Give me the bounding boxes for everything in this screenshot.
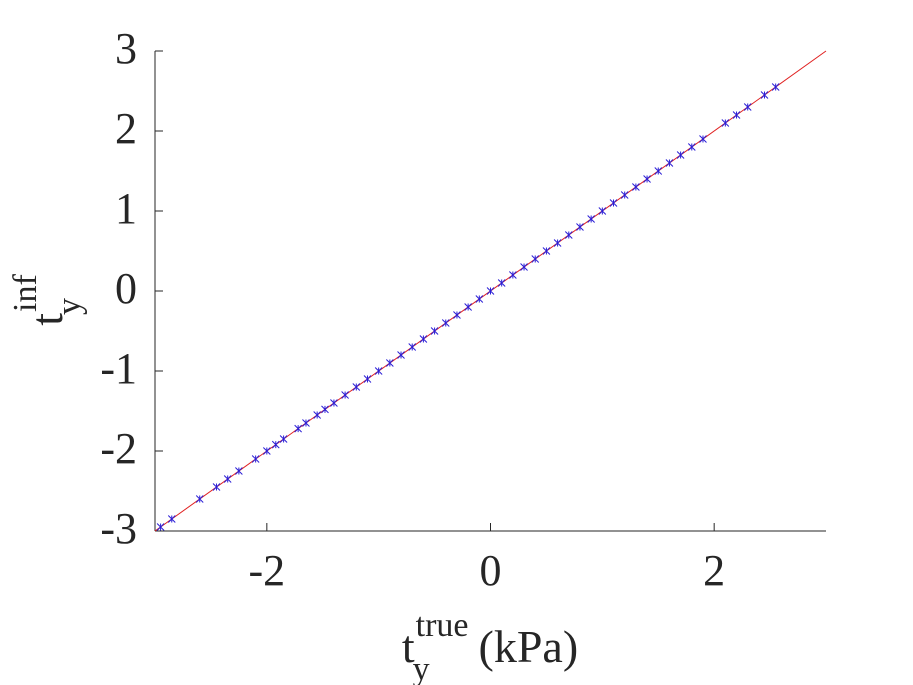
y-axis-label: tyinf [7,274,88,326]
scatter-point [632,183,640,191]
scatter-point [223,475,232,483]
scatter-point [441,319,450,327]
scatter-point [771,83,780,91]
scatter-point [598,207,607,215]
scatter-point [743,103,752,111]
scatter-point [732,111,741,119]
scatter-point [542,247,551,255]
scatter-point [352,383,361,391]
scatter-point [212,483,221,491]
scatter-point [509,271,517,279]
scatter-point [587,215,596,223]
scatter-point [665,159,674,167]
x-label-sub: y [413,651,430,685]
scatter-point [687,143,696,151]
scatter-point [520,263,528,271]
scatter-point [251,455,260,463]
scatter-point [408,343,417,351]
y-tick-label: -3 [100,504,137,553]
scatter-point [643,175,651,183]
scatter-point [330,399,338,407]
y-tick-label: 1 [115,184,137,233]
scatter-point [156,523,165,531]
scatter-point [385,359,394,367]
scatter-point [374,367,383,375]
y-label-sub: y [51,298,88,315]
scatter-point [271,440,280,449]
scatter-point [721,119,730,127]
scatter-point [553,239,562,247]
scatter-point [699,135,707,143]
scatter-point [363,375,372,383]
scatter-point [262,447,271,455]
x-tick-label: -2 [249,546,286,595]
y-tick-label: -2 [100,424,137,473]
scatter-point [419,335,428,343]
scatter-point [576,223,584,231]
y-label-base: t [21,313,72,326]
y-label-sup: inf [7,274,44,312]
scatter-point [279,435,288,443]
scatter-point [235,467,243,475]
scatter-point [464,303,472,311]
scatter-point [760,91,769,99]
scatter-point [620,191,629,199]
scatter-point [564,231,573,239]
scatter-point [313,411,322,419]
scatter-point [609,199,618,207]
scatter-point [497,279,506,287]
y-tick-label: -1 [100,344,137,393]
y-tick-label: 0 [115,264,137,313]
scatter-point [453,311,461,319]
x-label-base: t [402,621,415,672]
scatter-point [397,351,405,359]
x-label-sup: true [416,607,469,644]
scatter-point [341,391,349,399]
y-tick-label: 2 [115,104,137,153]
scatter-point [321,405,329,414]
scatter-point [475,295,484,303]
scatter-point [486,287,495,295]
scatter-point [676,151,685,159]
x-tick-label: 0 [480,546,502,595]
scatter-point [531,255,540,263]
scatter-point [654,167,663,175]
scatter-point [430,327,439,335]
x-axis-label: ty true (kPa) [402,607,578,685]
x-label-unit: (kPa) [479,621,579,672]
y-tick-label: 3 [115,24,137,73]
scatter-point [294,424,303,433]
scatter-point [195,495,204,503]
x-tick-label: 2 [703,546,725,595]
scatter-point [167,515,176,523]
scatter-point [302,419,310,427]
